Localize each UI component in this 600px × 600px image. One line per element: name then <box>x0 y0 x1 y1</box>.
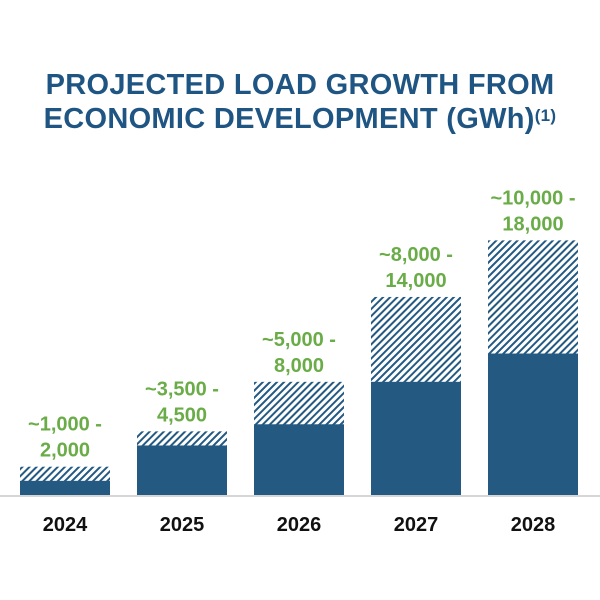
data-label-2027-low: ~8,000 - <box>379 244 453 266</box>
x-tick-2027: 2027 <box>394 514 439 536</box>
data-label-2027-high: 14,000 <box>385 270 446 292</box>
bar-low-2024 <box>20 480 110 495</box>
bar-low-2025 <box>137 445 227 495</box>
chart-title-line2: ECONOMIC DEVELOPMENT (GWh)(1) <box>43 103 557 135</box>
data-label-2026-high: 8,000 <box>274 355 324 377</box>
x-tick-2025: 2025 <box>160 514 205 536</box>
x-tick-2028: 2028 <box>511 514 556 536</box>
footnote-marker: (1) <box>534 106 557 125</box>
data-label-2025-high: 4,500 <box>157 404 207 426</box>
bar-low-2026 <box>254 424 344 495</box>
data-label-2026-low: ~5,000 - <box>262 329 336 351</box>
chart-title: PROJECTED LOAD GROWTH FROM ECONOMIC DEVE… <box>0 68 600 136</box>
x-tick-2026: 2026 <box>277 514 322 536</box>
data-label-2028-high: 18,000 <box>502 213 563 235</box>
bar-low-2027 <box>371 381 461 495</box>
bar-low-2028 <box>488 353 578 495</box>
data-label-2024-high: 2,000 <box>40 440 90 462</box>
data-label-2025-low: ~3,500 - <box>145 378 219 400</box>
data-label-2028-low: ~10,000 - <box>490 187 575 209</box>
data-label-2024-low: ~1,000 - <box>28 414 102 436</box>
chart-title-line1: PROJECTED LOAD GROWTH FROM <box>45 69 555 101</box>
x-tick-2024: 2024 <box>43 514 88 536</box>
